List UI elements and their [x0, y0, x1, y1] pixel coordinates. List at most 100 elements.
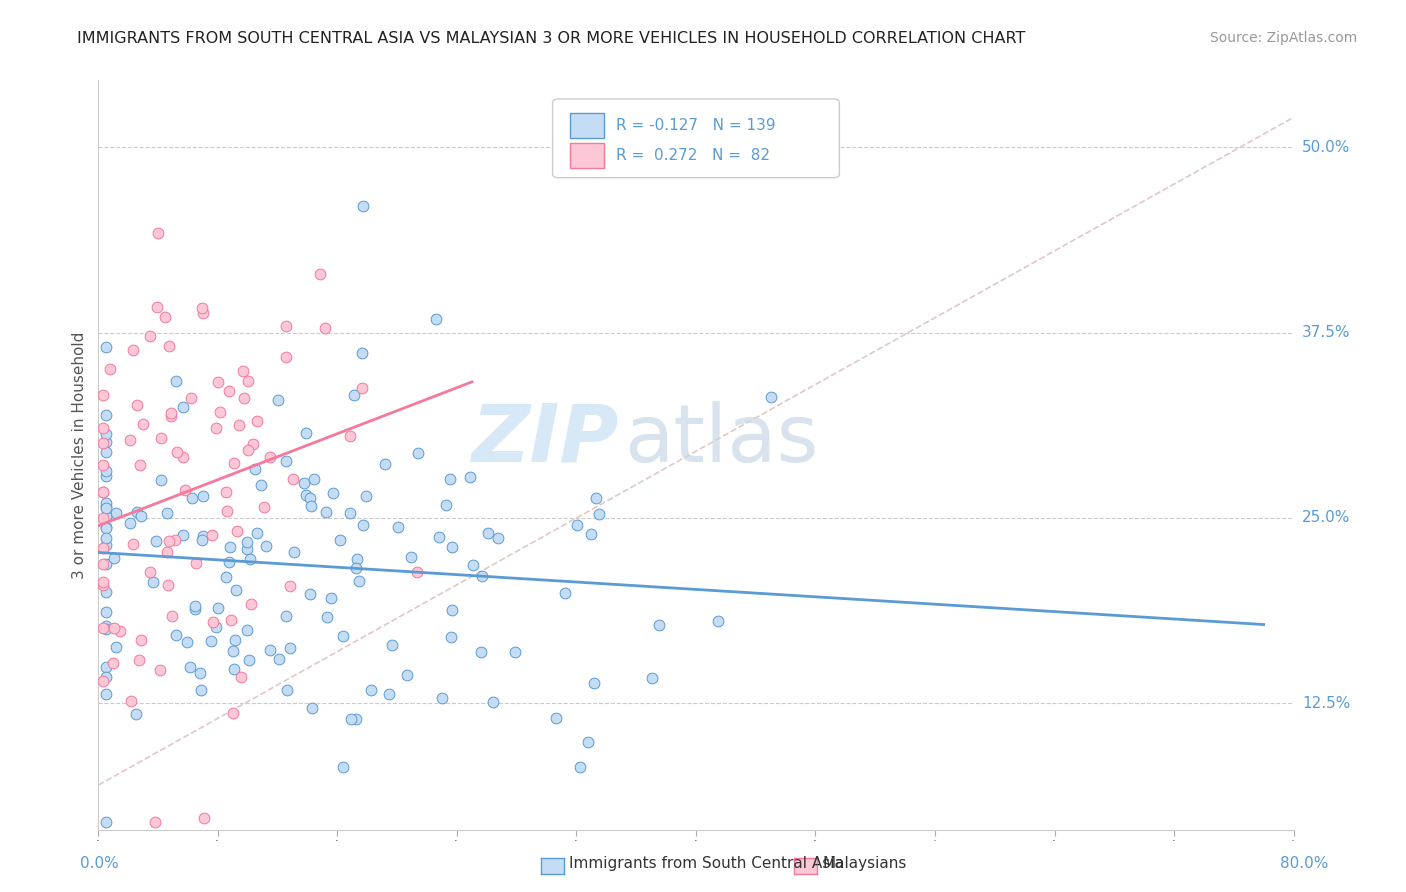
Point [94, 687, 117, 701]
Point [138, 566, 160, 580]
Point [91, 388, 114, 402]
Point [339, 429, 361, 443]
Point [232, 364, 254, 378]
Point [441, 541, 464, 555]
Point [94, 558, 117, 572]
Text: R = -0.127   N = 139: R = -0.127 N = 139 [616, 118, 776, 133]
Point [207, 601, 229, 615]
Point [322, 486, 344, 500]
Point [165, 374, 187, 388]
Point [103, 656, 125, 670]
Point [259, 450, 281, 465]
Point [156, 578, 179, 592]
Point [94, 521, 117, 535]
Point [242, 437, 264, 451]
Point [302, 472, 325, 486]
Point [225, 582, 247, 597]
Point [128, 458, 150, 473]
Point [94, 519, 117, 533]
Point [91, 510, 114, 524]
Point [94, 532, 117, 546]
Point [160, 409, 183, 423]
Point [315, 610, 337, 624]
Point [146, 300, 169, 314]
FancyBboxPatch shape [571, 113, 605, 137]
Point [381, 638, 404, 652]
Point [145, 533, 167, 548]
Point [180, 391, 202, 405]
Point [408, 446, 430, 460]
Point [94, 509, 117, 524]
Point [252, 500, 274, 515]
Point [128, 653, 150, 667]
Point [94, 815, 117, 830]
Point [184, 599, 207, 613]
Point [641, 671, 664, 685]
FancyBboxPatch shape [553, 99, 839, 178]
Point [486, 531, 509, 545]
Point [120, 433, 142, 447]
Point [470, 645, 492, 659]
Point [127, 398, 149, 412]
Point [315, 505, 337, 519]
Point [430, 690, 453, 705]
Text: R =  0.272   N =  82: R = 0.272 N = 82 [616, 148, 770, 162]
Point [274, 608, 297, 623]
Point [91, 578, 114, 592]
Point [245, 526, 267, 541]
Point [165, 627, 187, 641]
Point [98, 362, 121, 376]
Text: IMMIGRANTS FROM SOUTH CENTRAL ASIA VS MALAYSIAN 3 OR MORE VEHICLES IN HOUSEHOLD : IMMIGRANTS FROM SOUTH CENTRAL ASIA VS MA… [77, 31, 1026, 46]
Text: 50.0%: 50.0% [1302, 139, 1350, 154]
Point [125, 505, 148, 519]
Point [239, 552, 262, 566]
Point [585, 491, 607, 505]
Point [332, 629, 354, 643]
Point [94, 538, 117, 552]
FancyBboxPatch shape [571, 143, 605, 168]
Point [118, 516, 141, 530]
Point [236, 443, 259, 458]
Point [163, 533, 186, 548]
Point [395, 668, 418, 682]
Point [139, 329, 162, 343]
Point [190, 683, 212, 698]
Point [105, 507, 128, 521]
Point [224, 633, 246, 648]
Point [503, 644, 526, 658]
Point [94, 605, 117, 619]
Point [143, 815, 166, 830]
Point [207, 375, 229, 389]
Point [582, 675, 605, 690]
Point [131, 417, 153, 432]
Point [245, 462, 267, 476]
Point [222, 706, 245, 720]
Point [94, 500, 117, 515]
Point [439, 472, 461, 486]
Point [160, 608, 183, 623]
Point [201, 528, 224, 542]
Point [172, 400, 194, 414]
Text: 25.0%: 25.0% [1302, 510, 1350, 525]
Point [191, 306, 214, 320]
Point [205, 421, 228, 435]
Point [236, 542, 259, 557]
Point [94, 496, 117, 510]
Point [314, 321, 336, 335]
Point [238, 374, 260, 388]
Point [94, 499, 117, 513]
Point [219, 540, 242, 554]
Text: 37.5%: 37.5% [1302, 325, 1350, 340]
Point [105, 640, 128, 655]
Point [276, 318, 298, 333]
Point [250, 478, 273, 492]
Point [350, 346, 373, 360]
Point [281, 472, 304, 486]
Point [319, 591, 342, 605]
Point [463, 558, 485, 572]
Point [427, 530, 450, 544]
Point [209, 404, 232, 418]
Point [343, 388, 366, 402]
Point [344, 712, 367, 726]
Text: Source: ZipAtlas.com: Source: ZipAtlas.com [1209, 31, 1357, 45]
